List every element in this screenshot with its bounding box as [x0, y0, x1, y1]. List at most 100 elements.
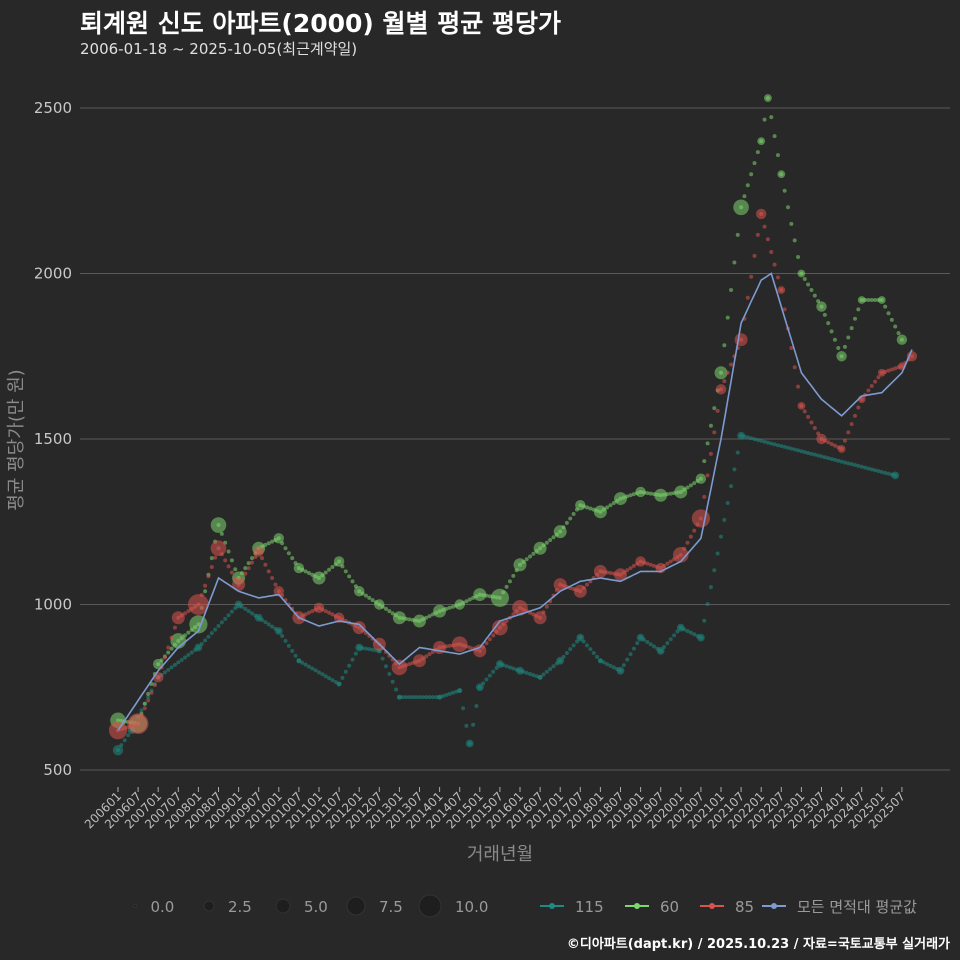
point-115 [755, 438, 760, 443]
bubble-115 [576, 633, 585, 642]
point-85 [186, 609, 191, 614]
point-115 [668, 637, 673, 642]
point-60 [330, 564, 335, 569]
point-115 [735, 450, 740, 455]
point-115 [585, 643, 589, 648]
size-legend-marker [346, 896, 366, 916]
point-115 [568, 647, 573, 652]
bubble-115 [355, 643, 364, 652]
point-85 [223, 558, 228, 563]
point-85 [263, 562, 268, 567]
bubble-85 [837, 445, 846, 453]
bubble-115 [676, 623, 685, 632]
point-60 [889, 317, 894, 322]
point-85 [725, 370, 730, 375]
point-115 [645, 640, 650, 645]
y-tick-label: 1500 [34, 430, 72, 448]
size-legend-marker [133, 904, 137, 908]
point-85 [866, 388, 871, 393]
point-85 [484, 641, 489, 646]
point-60 [762, 117, 767, 122]
point-115 [796, 448, 801, 453]
point-115 [541, 672, 546, 677]
point-85 [886, 368, 891, 373]
point-85 [162, 655, 167, 660]
point-85 [327, 610, 332, 615]
point-60 [886, 311, 891, 316]
bubble-85 [273, 586, 284, 597]
point-60 [729, 288, 734, 293]
bubble-60 [674, 485, 688, 499]
bubble-85 [492, 619, 508, 636]
point-60 [769, 115, 774, 120]
point-85 [745, 295, 750, 300]
bubble-115 [112, 744, 124, 756]
point-60 [742, 194, 747, 199]
point-115 [866, 466, 871, 471]
point-115 [531, 673, 536, 678]
point-115 [799, 449, 804, 454]
point-85 [749, 274, 754, 279]
point-115 [712, 568, 717, 573]
point-60 [812, 293, 817, 298]
point-115 [789, 446, 794, 451]
point-115 [176, 660, 181, 665]
point-115 [183, 655, 187, 660]
point-115 [812, 452, 817, 457]
point-85 [149, 690, 154, 695]
point-60 [524, 557, 529, 562]
point-115 [343, 669, 348, 674]
bubble-115 [274, 627, 283, 635]
point-115 [588, 647, 593, 652]
point-115 [786, 445, 790, 450]
point-85 [209, 564, 214, 569]
bubble-85 [797, 402, 806, 410]
point-85 [729, 362, 734, 367]
bubble-115 [296, 658, 302, 664]
point-60 [363, 593, 368, 598]
point-85 [544, 604, 549, 609]
bubble-60 [836, 351, 847, 362]
point-85 [142, 706, 147, 711]
point-85 [832, 443, 837, 448]
point-85 [893, 366, 898, 371]
point-115 [290, 648, 295, 653]
point-85 [226, 564, 231, 569]
point-60 [685, 485, 690, 490]
point-60 [544, 540, 549, 545]
point-115 [283, 638, 288, 643]
legend-dot-85 [709, 903, 715, 909]
y-tick-label: 2500 [34, 99, 72, 117]
point-60 [735, 232, 740, 237]
size-legend-label: 10.0 [455, 898, 488, 916]
point-60 [822, 312, 827, 317]
point-60 [531, 551, 536, 556]
point-85 [504, 619, 509, 624]
point-115 [839, 459, 844, 464]
point-85 [789, 345, 794, 350]
bubble-60 [857, 296, 866, 304]
y-tick-label: 1000 [34, 596, 72, 614]
point-85 [260, 556, 265, 561]
point-115 [759, 438, 764, 443]
legend-dot-115 [549, 903, 555, 909]
size-legend-marker [203, 900, 215, 912]
point-85 [802, 409, 807, 414]
point-115 [611, 665, 616, 670]
point-60 [286, 551, 291, 556]
bubble-85 [512, 600, 528, 616]
point-115 [380, 656, 385, 661]
point-115 [762, 439, 767, 444]
point-115 [223, 616, 228, 621]
point-115 [280, 633, 285, 638]
point-85 [752, 253, 757, 258]
size-legend-label: 2.5 [228, 898, 252, 916]
bubble-115 [636, 633, 645, 642]
point-115 [806, 450, 811, 455]
point-115 [209, 631, 214, 636]
point-115 [725, 500, 730, 505]
bubble-85 [573, 584, 587, 598]
point-60 [169, 646, 174, 651]
bubble-60 [513, 558, 527, 572]
bubble-115 [336, 681, 342, 687]
